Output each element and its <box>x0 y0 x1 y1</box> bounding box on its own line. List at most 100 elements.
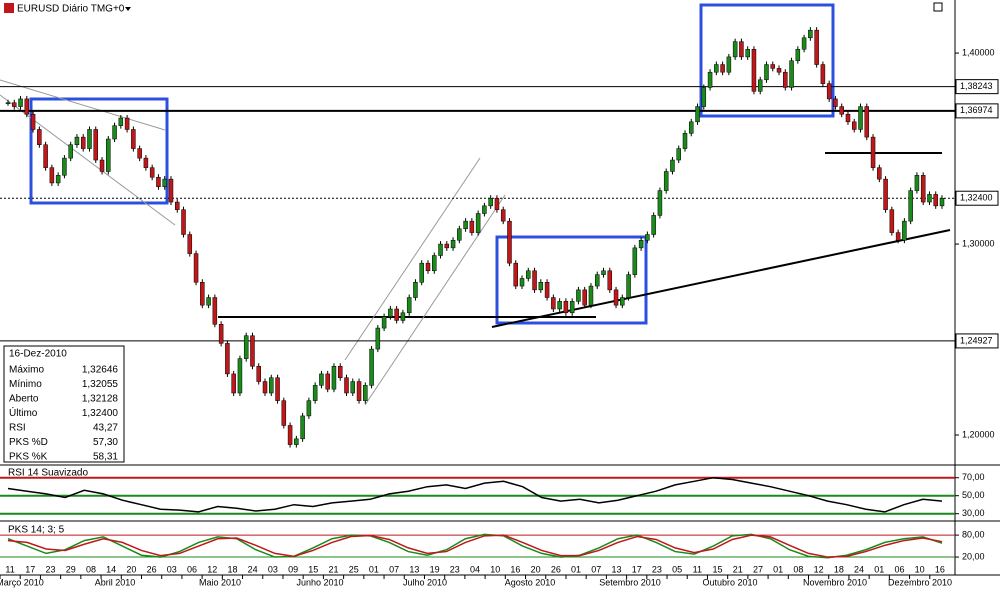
x-tick-label: 06 <box>894 564 904 574</box>
candle <box>707 71 713 88</box>
x-tick-label: 26 <box>551 564 561 574</box>
y-tick-label: 80,00 <box>962 529 985 539</box>
candle <box>726 56 732 73</box>
candle <box>457 228 462 241</box>
candle <box>149 167 155 178</box>
candle <box>607 270 613 291</box>
candle <box>557 301 562 310</box>
candle <box>914 175 920 191</box>
x-tick-label: 03 <box>167 564 177 574</box>
candle <box>757 79 763 92</box>
candle <box>544 281 550 298</box>
candle <box>538 281 544 291</box>
month-label: Outubro 2010 <box>702 577 757 587</box>
info-value: 1,32400 <box>82 408 119 419</box>
x-tick-label: 23 <box>450 564 460 574</box>
y-tick-label: 30,00 <box>962 508 985 518</box>
candle <box>908 190 913 222</box>
candle <box>413 281 418 298</box>
candle <box>494 197 500 210</box>
symbol-title[interactable]: EURUSD Diário TMG+0 <box>17 4 125 15</box>
info-box <box>3 345 125 463</box>
x-tick-label: 26 <box>147 564 157 574</box>
y-tick-label: 1,30000 <box>962 238 995 248</box>
candle <box>939 197 945 207</box>
indicator-line <box>7 534 943 558</box>
x-tick-label: 07 <box>591 564 601 574</box>
candle <box>212 297 218 325</box>
candle <box>845 113 851 123</box>
x-tick-label: 16 <box>510 564 520 574</box>
candle <box>168 178 174 203</box>
candle <box>156 176 161 188</box>
candle <box>5 102 11 104</box>
candle <box>37 129 42 146</box>
candle <box>889 209 895 233</box>
month-label: Março 2010 <box>0 577 44 587</box>
candle <box>30 113 36 130</box>
candle <box>49 167 55 184</box>
candle <box>438 243 443 256</box>
candle <box>450 239 456 249</box>
candle <box>895 232 901 241</box>
month-label: Novembro 2010 <box>803 577 867 587</box>
annotation-boxes <box>29 3 835 325</box>
candle <box>319 373 324 386</box>
candle <box>513 262 518 287</box>
candle <box>789 60 794 88</box>
x-tick-label: 23 <box>46 564 56 574</box>
level-label-box <box>955 333 999 349</box>
candle <box>356 381 362 401</box>
info-value: 58,31 <box>93 452 118 463</box>
candle <box>444 243 450 249</box>
candle <box>287 425 293 445</box>
info-label: Aberto <box>9 394 39 405</box>
candle <box>206 297 211 306</box>
x-tick-label: 21 <box>733 564 743 574</box>
month-label: Junho 2010 <box>296 577 343 587</box>
level-label-box <box>955 79 999 95</box>
candle <box>131 129 136 149</box>
candle <box>432 255 437 272</box>
x-tick-label: 06 <box>187 564 197 574</box>
symbol-icon <box>4 3 14 13</box>
candle <box>87 129 92 149</box>
candle <box>839 106 844 115</box>
candle <box>851 121 857 130</box>
x-tick-label: 12 <box>814 564 824 574</box>
info-value: 57,30 <box>93 437 118 448</box>
candle <box>645 234 650 241</box>
info-label: PKS %K <box>9 452 48 463</box>
candle <box>701 87 707 107</box>
candle <box>864 106 870 138</box>
candle <box>783 71 788 88</box>
candle <box>695 106 700 123</box>
x-tick-label: 03 <box>268 564 278 574</box>
y-tick-label: 1,40000 <box>962 47 995 57</box>
level-label: 1,36974 <box>960 105 993 115</box>
maximize-button[interactable] <box>933 2 943 12</box>
x-tick-label: 01 <box>369 564 379 574</box>
x-tick-label: 13 <box>409 564 419 574</box>
candle <box>143 157 149 168</box>
x-tick-label: 08 <box>793 564 803 574</box>
candle <box>281 400 287 426</box>
x-tick-label: 19 <box>430 564 440 574</box>
candle <box>670 159 675 172</box>
candle <box>500 209 506 222</box>
candle <box>93 129 99 161</box>
y-tick-label: 20,00 <box>962 551 985 561</box>
candle <box>137 148 142 159</box>
x-tick-label: 01 <box>773 564 783 574</box>
x-tick-label: 29 <box>66 564 76 574</box>
dropdown-icon[interactable] <box>125 7 131 11</box>
candle <box>563 301 569 314</box>
candle <box>363 385 368 401</box>
info-value: 1,32646 <box>82 365 119 376</box>
candle <box>858 106 863 130</box>
candle <box>933 194 938 207</box>
x-tick-label: 09 <box>288 564 298 574</box>
x-tick-label: 01 <box>874 564 884 574</box>
candle <box>306 400 312 417</box>
